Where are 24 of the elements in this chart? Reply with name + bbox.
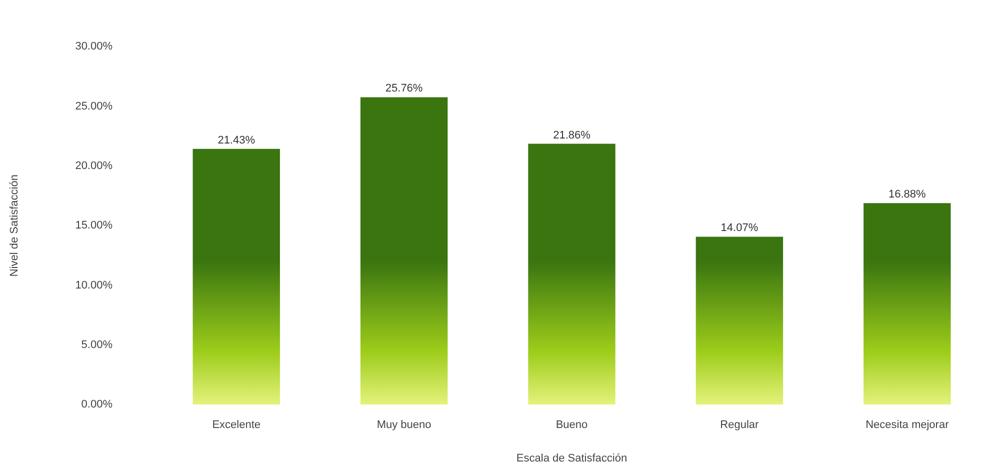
y-tick-label: 10.00% bbox=[75, 279, 113, 292]
data-label: 21.86% bbox=[553, 129, 591, 142]
data-label: 25.76% bbox=[385, 82, 423, 95]
y-tick-label: 15.00% bbox=[75, 220, 113, 232]
x-tick-label: Excelente bbox=[212, 419, 261, 432]
y-tick-label: 30.00% bbox=[75, 40, 113, 53]
bar bbox=[192, 148, 280, 405]
x-tick-label: Necesita mejorar bbox=[866, 419, 950, 432]
x-tick-label: Regular bbox=[720, 419, 760, 432]
bar bbox=[360, 97, 448, 405]
x-tick-label: Muy bueno bbox=[376, 419, 432, 432]
y-axis-title: Nivel de Satisfacción bbox=[8, 174, 21, 277]
data-label: 16.88% bbox=[888, 188, 926, 201]
x-axis-title: Escala de Satisfacción bbox=[516, 452, 628, 464]
y-tick-label: 0.00% bbox=[81, 398, 113, 411]
bar bbox=[528, 144, 616, 405]
x-tick-label: Bueno bbox=[556, 419, 588, 432]
data-label: 14.07% bbox=[720, 222, 758, 234]
bar bbox=[864, 203, 951, 405]
bar bbox=[696, 236, 784, 405]
y-tick-label: 25.00% bbox=[75, 100, 113, 112]
data-label: 21.43% bbox=[218, 134, 256, 146]
y-tick-label: 5.00% bbox=[81, 338, 113, 351]
y-tick-label: 20.00% bbox=[75, 160, 113, 172]
